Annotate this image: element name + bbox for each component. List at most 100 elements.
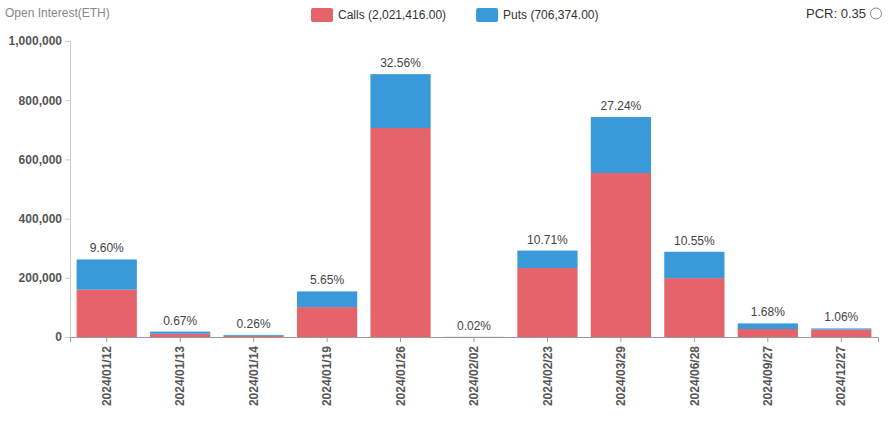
y-tick: 800,000	[19, 94, 70, 108]
share-label: 32.56%	[380, 56, 421, 70]
bar-segment[interactable]	[370, 128, 430, 337]
x-axis: 2024/01/12 2024/01/13 2024/01/14 2024/01/19…	[71, 337, 879, 406]
annotation: PCR: 0.35	[806, 6, 866, 21]
legend-item[interactable]: Calls (2,021,416.00)	[311, 8, 446, 22]
bar-segment[interactable]	[444, 336, 504, 337]
y-tick-label: 800,000	[19, 94, 63, 108]
share-label: 9.60%	[90, 241, 124, 255]
x-tick-mark	[400, 337, 401, 342]
bar-segment[interactable]	[224, 336, 284, 337]
legend: Calls (2,021,416.00) Puts (706,374.00)	[311, 8, 598, 22]
bar-segment[interactable]	[738, 323, 798, 329]
x-tick-mark	[253, 337, 254, 342]
bar-segment[interactable]	[370, 74, 430, 128]
bar-segment[interactable]	[224, 334, 284, 336]
share-label: 5.65%	[310, 273, 344, 287]
x-tick: 2024/01/19	[320, 337, 334, 406]
y-tick: 1,000,000	[9, 34, 70, 48]
y-tick-label: 1,000,000	[9, 34, 63, 48]
x-tick-label: 2024/02/23	[541, 346, 555, 406]
legend-label[interactable]: Puts (706,374.00)	[503, 8, 598, 22]
y-tick-label: 400,000	[19, 212, 63, 226]
chart: 0 200,000 400,000 600,000 800,000 1,000,000 20…	[0, 0, 888, 425]
bar-segment[interactable]	[517, 251, 577, 268]
y-tick-label: 600,000	[19, 153, 63, 167]
share-labels: 9.60% 0.67% 0.26% 5.65% 32.56% 0.02% 10.71% 27.…	[90, 56, 859, 333]
bar-segment[interactable]	[664, 278, 724, 337]
bar-segment[interactable]	[517, 268, 577, 337]
x-tick: 2024/12/27	[834, 337, 848, 406]
x-tick-label: 2024/06/28	[688, 346, 702, 406]
bar-segment[interactable]	[150, 334, 210, 337]
share-label: 0.02%	[457, 319, 491, 333]
bar-segment[interactable]	[811, 328, 871, 329]
bar-segment[interactable]	[664, 252, 724, 278]
bar-segment[interactable]	[591, 173, 651, 337]
y-tick-mark	[65, 100, 70, 101]
x-tick-mark	[180, 337, 181, 342]
x-tick: 2024/01/14	[247, 337, 261, 406]
legend-swatch[interactable]	[476, 8, 498, 22]
share-label: 1.68%	[751, 305, 785, 319]
y-tick: 200,000	[19, 271, 70, 285]
annotations: PCR: 0.35	[806, 6, 881, 21]
x-tick-label: 2024/02/02	[467, 346, 481, 406]
x-axis-line	[71, 338, 879, 343]
y-tick-mark	[65, 219, 70, 220]
help-icon[interactable]	[871, 8, 882, 19]
share-label: 27.24%	[601, 99, 642, 113]
legend-swatch[interactable]	[311, 8, 333, 22]
x-tick-mark	[841, 337, 842, 342]
bar-segment[interactable]	[297, 307, 357, 337]
x-tick: 2024/06/28	[688, 337, 702, 406]
y-axis-line	[65, 42, 71, 338]
bar-segment[interactable]	[591, 117, 651, 173]
y-tick: 0	[55, 330, 70, 344]
bar-segment[interactable]	[150, 332, 210, 334]
x-tick: 2024/03/29	[614, 337, 628, 406]
share-label: 1.06%	[824, 310, 858, 324]
x-tick-label: 2024/01/12	[100, 346, 114, 406]
x-tick: 2024/01/12	[100, 337, 114, 406]
bar-segment[interactable]	[444, 336, 504, 337]
x-tick-label: 2024/01/13	[173, 346, 187, 406]
legend-item[interactable]: Puts (706,374.00)	[476, 8, 598, 22]
share-label: 10.55%	[674, 234, 715, 248]
bar-segment[interactable]	[77, 259, 137, 289]
x-tick: 2024/02/02	[467, 337, 481, 406]
x-tick-mark	[620, 337, 621, 342]
share-label: 0.67%	[163, 314, 197, 328]
y-tick-label: 0	[55, 330, 62, 344]
x-tick-label: 2024/01/14	[247, 346, 261, 406]
y-tick-mark	[65, 337, 70, 338]
x-tick-mark	[547, 337, 548, 342]
y-tick-mark	[65, 278, 70, 279]
y-tick-label: 200,000	[19, 271, 63, 285]
bar-segment[interactable]	[811, 330, 871, 337]
x-tick-mark	[327, 337, 328, 342]
y-tick-mark	[65, 159, 70, 160]
bar-segment[interactable]	[77, 290, 137, 337]
bars	[77, 74, 872, 337]
x-tick-label: 2024/03/29	[614, 346, 628, 406]
share-label: 10.71%	[527, 233, 568, 247]
y-tick-mark	[65, 41, 70, 42]
x-tick-label: 2024/01/26	[394, 346, 408, 406]
bar-segment[interactable]	[297, 291, 357, 307]
x-tick-mark	[694, 337, 695, 342]
x-tick: 2024/09/27	[761, 337, 775, 406]
x-tick: 2024/02/23	[541, 337, 555, 406]
y-tick: 400,000	[19, 212, 70, 226]
title: Open Interest(ETH)	[5, 6, 110, 20]
legend-label[interactable]: Calls (2,021,416.00)	[338, 8, 446, 22]
x-tick-label: 2024/01/19	[320, 346, 334, 406]
y-axis: 0 200,000 400,000 600,000 800,000 1,000,000	[9, 34, 71, 344]
x-tick-mark	[767, 337, 768, 342]
y-tick: 600,000	[19, 153, 70, 167]
share-label: 0.26%	[237, 317, 271, 331]
bar-segment[interactable]	[738, 329, 798, 337]
x-tick: 2024/01/13	[173, 337, 187, 406]
x-tick: 2024/01/26	[394, 337, 408, 406]
x-tick-mark	[474, 337, 475, 342]
x-tick-label: 2024/09/27	[761, 346, 775, 406]
